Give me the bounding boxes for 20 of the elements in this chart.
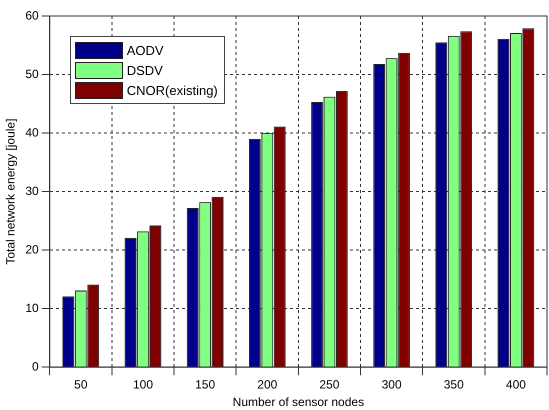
x-tick-label: 350 <box>444 378 464 392</box>
legend-label: CNOR(existing) <box>126 82 218 98</box>
x-tick-label: 100 <box>132 378 154 392</box>
x-axis-title: Number of sensor nodes <box>232 395 364 410</box>
x-tick-label: 200 <box>257 378 278 392</box>
legend-label: DSDV <box>126 62 163 78</box>
legend-label: AODV <box>126 42 164 58</box>
y-tick-label: 0 <box>32 360 40 374</box>
x-tick-label: 150 <box>195 378 216 392</box>
y-tick-label: 40 <box>25 125 40 140</box>
y-axis-title: Total network energy [joule] <box>4 118 18 265</box>
y-tick-label: 50 <box>25 66 40 81</box>
x-tick-label: 250 <box>319 378 340 392</box>
y-tick-label: 60 <box>25 8 40 22</box>
y-tick-label: 20 <box>25 242 40 256</box>
x-tick-label: 300 <box>382 378 402 392</box>
y-tick-label: 10 <box>25 300 40 315</box>
y-tick-label: 30 <box>25 184 40 198</box>
x-tick-label: 400 <box>506 378 526 392</box>
x-tick-label: 50 <box>74 378 88 392</box>
